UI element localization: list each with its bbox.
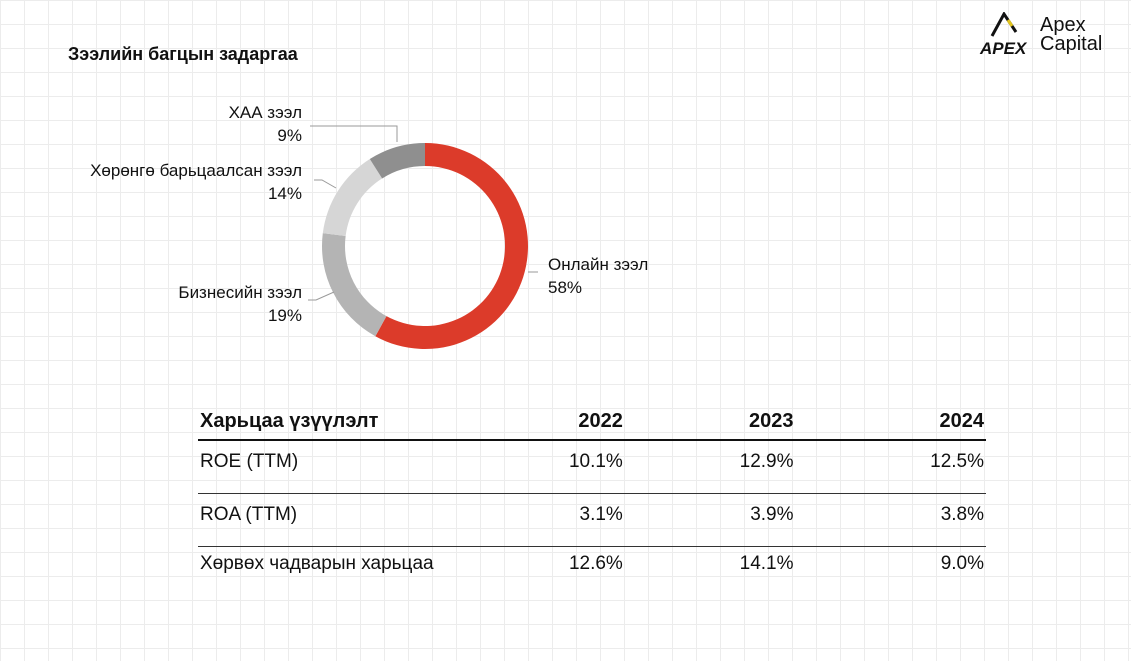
table-cell: 12.9% bbox=[624, 440, 796, 494]
table-cell: 14.1% bbox=[739, 553, 794, 574]
donut-slice-3 bbox=[369, 143, 425, 179]
apex-capital-logo: APEX Apex Capital bbox=[978, 12, 1118, 60]
table-header-metric: Харьцаа үзүүлэлт bbox=[198, 404, 540, 441]
leader-line-3 bbox=[310, 125, 398, 142]
table-cell: 10.1% bbox=[539, 440, 625, 494]
table-row-roa: ROA (TTM) 3.1% 3.9% 3.8% bbox=[198, 493, 986, 547]
apex-logo-icon: APEX bbox=[979, 12, 1028, 58]
table-cell: 9.0% bbox=[940, 553, 984, 574]
slice-label-0: Онлайн зээл bbox=[548, 255, 648, 274]
logo-word-capital: Capital bbox=[1040, 33, 1103, 55]
table-header-2024: 2024 bbox=[795, 404, 986, 441]
table-header-2022: 2022 bbox=[539, 404, 625, 441]
table-cell: 12.6% bbox=[568, 553, 623, 574]
slice-value-1: 19% bbox=[268, 306, 302, 325]
slice-value-0: 58% bbox=[548, 278, 582, 297]
slice-label-1: Бизнесийн зээл bbox=[178, 283, 302, 302]
table-cell: 3.8% bbox=[795, 493, 986, 547]
donut-slice-0 bbox=[375, 143, 529, 349]
slice-value-2: 14% bbox=[268, 184, 302, 203]
logo-word-apex: Apex bbox=[1040, 14, 1086, 36]
table-cell: 12.5% bbox=[795, 440, 986, 494]
table-cell: ROE (TTM) bbox=[198, 440, 540, 494]
table-row-liquidity: Хөрвөх чадварын харьцаа 12.6% 14.1% 9.0% bbox=[198, 547, 986, 596]
table-cell: ROA (TTM) bbox=[198, 493, 540, 547]
table-cell: 3.1% bbox=[539, 493, 625, 547]
slice-label-2: Хөрөнгө барьцаалсан зээл bbox=[90, 161, 302, 180]
leader-line-2 bbox=[314, 179, 337, 189]
table-cell: Хөрвөх чадварын харьцаа bbox=[200, 553, 434, 574]
donut-slice-2 bbox=[322, 159, 383, 236]
ratio-table: Харьцаа үзүүлэлт 2022 2023 2024 ROE (TTM… bbox=[198, 404, 986, 595]
slice-label-3: ХАА зээл bbox=[229, 103, 302, 122]
table-header-2023: 2023 bbox=[624, 404, 796, 441]
donut-slice-1 bbox=[322, 233, 387, 337]
table-header-row: Харьцаа үзүүлэлт 2022 2023 2024 bbox=[198, 404, 986, 441]
table-cell: 3.9% bbox=[624, 493, 796, 547]
table-row-roe: ROE (TTM) 10.1% 12.9% 12.5% bbox=[198, 440, 986, 494]
logo-mark-text: APEX bbox=[979, 39, 1028, 58]
loan-portfolio-donut-chart: Онлайн зээл 58% Бизнесийн зээл 19% Хөрөнгө б… bbox=[90, 103, 648, 349]
leader-line-1 bbox=[308, 291, 335, 301]
chart-title: Зээлийн багцын задаргаа bbox=[68, 44, 298, 64]
slice-value-3: 9% bbox=[277, 126, 302, 145]
